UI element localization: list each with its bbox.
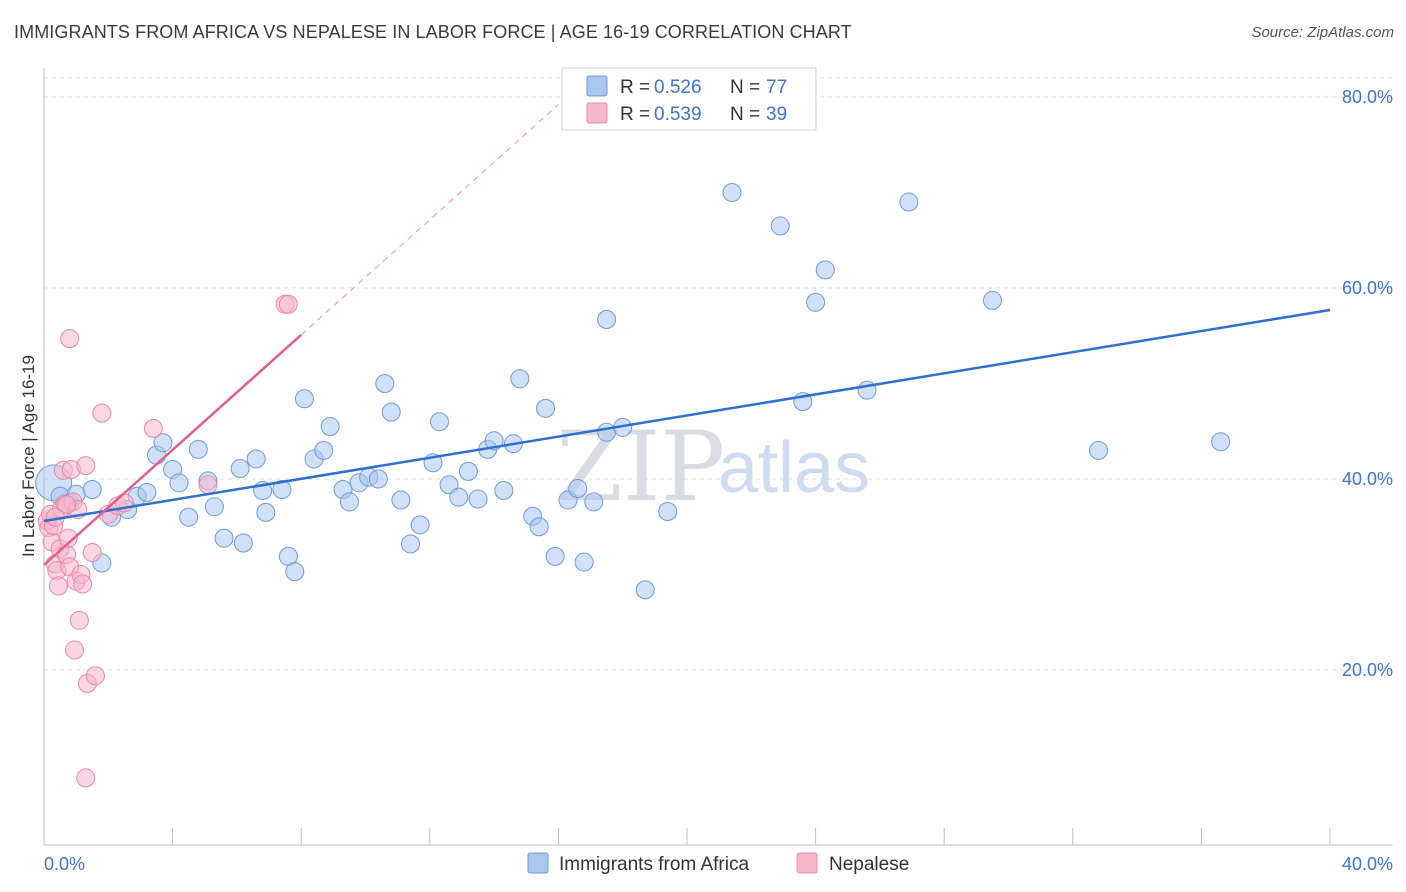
bottom-legend: Immigrants from Africa Nepalese — [527, 852, 909, 875]
africa-point — [770, 216, 790, 236]
watermark-zip: ZIP — [556, 411, 725, 523]
nepalese-point — [57, 495, 77, 515]
nepalese-point — [58, 528, 78, 548]
africa-point — [410, 515, 430, 535]
y-axis-label: In Labor Force | Age 16-19 — [19, 355, 38, 557]
africa-point — [494, 480, 514, 500]
legend-africa-n-label: N = — [730, 77, 760, 98]
africa-point — [545, 546, 565, 566]
africa-point — [368, 469, 388, 489]
africa-trend-line — [43, 308, 1331, 523]
legend-africa-r-label: R = — [620, 77, 650, 98]
africa-point — [375, 374, 395, 393]
watermark-atlas: atlas — [718, 428, 870, 508]
africa-point — [510, 369, 530, 389]
x-tick-marks — [43, 828, 1331, 845]
legend-swatch-nepalese — [586, 102, 608, 124]
nepalese-point — [278, 294, 298, 314]
nepalese-point — [69, 610, 89, 630]
y-tick-label-20: 20.0% — [1342, 660, 1393, 680]
legend-nepalese-n-value: 39 — [766, 104, 787, 125]
africa-point — [529, 517, 549, 537]
x-tick-label-min: 0.0% — [44, 854, 85, 874]
africa-point — [320, 416, 340, 436]
y-tick-label-80: 80.0% — [1342, 87, 1393, 107]
legend-africa-r-value: 0.526 — [654, 77, 702, 98]
africa-point — [233, 533, 253, 553]
africa-point — [285, 562, 305, 582]
africa-point — [391, 490, 411, 510]
chart-source: Source: ZipAtlas.com — [1251, 24, 1394, 41]
nepalese-point — [76, 456, 96, 476]
africa-point — [214, 528, 234, 548]
y-tick-label-60: 60.0% — [1342, 278, 1393, 298]
africa-point — [899, 192, 919, 212]
africa-point — [1211, 432, 1231, 452]
legend-nepalese-r-value: 0.539 — [654, 104, 702, 125]
y-tick-labels: 20.0% 40.0% 60.0% 80.0% — [1342, 87, 1393, 680]
nepalese-point — [76, 768, 96, 788]
nepalese-point — [65, 640, 85, 660]
africa-point — [597, 422, 617, 442]
grid-lines — [44, 77, 1393, 671]
africa-point — [272, 480, 292, 500]
africa-point — [722, 183, 742, 202]
africa-point — [574, 552, 594, 572]
africa-point — [449, 487, 469, 507]
africa-points — [35, 183, 1231, 600]
nepalese-point — [73, 574, 93, 594]
africa-point — [153, 433, 173, 453]
africa-point — [806, 292, 826, 312]
nepalese-trend-line — [43, 333, 303, 566]
nepalese-point — [82, 543, 102, 563]
nepalese-point — [48, 576, 68, 596]
nepalese-points — [37, 294, 298, 788]
nepalese-point — [92, 403, 112, 423]
bottom-legend-africa-label: Immigrants from Africa — [559, 854, 749, 875]
nepalese-point — [143, 418, 163, 438]
legend-nepalese-n-label: N = — [730, 104, 760, 125]
africa-point — [188, 439, 208, 459]
nepalese-point — [85, 666, 105, 686]
nepalese-point — [60, 329, 80, 349]
africa-point — [381, 402, 401, 422]
bottom-legend-nepalese-label: Nepalese — [829, 854, 909, 875]
africa-point — [256, 502, 276, 522]
bottom-legend-swatch-africa — [527, 852, 549, 874]
africa-point — [982, 290, 1002, 310]
africa-point — [584, 492, 604, 512]
africa-point — [635, 580, 655, 600]
africa-point — [536, 398, 556, 418]
africa-point — [1089, 440, 1109, 460]
africa-point — [137, 482, 157, 502]
africa-point — [458, 461, 478, 481]
legend-box: R = 0.526 N = 77 R = 0.539 N = 39 — [561, 67, 817, 131]
africa-point — [815, 260, 835, 280]
africa-point — [568, 479, 588, 499]
nepalese-point — [198, 475, 218, 495]
africa-point — [429, 412, 449, 432]
africa-point — [401, 534, 421, 554]
y-tick-label-40: 40.0% — [1342, 469, 1393, 489]
legend-swatch-africa — [586, 75, 608, 97]
africa-point — [169, 473, 189, 493]
africa-point — [468, 489, 488, 509]
africa-point — [597, 310, 617, 330]
x-tick-label-max: 40.0% — [1342, 854, 1393, 874]
africa-point — [658, 501, 678, 521]
legend-nepalese-r-label: R = — [620, 104, 650, 125]
africa-point — [204, 497, 224, 517]
nepalese-trend-extension — [300, 104, 559, 336]
africa-point — [314, 440, 334, 460]
africa-point — [339, 492, 359, 512]
chart-title: IMMIGRANTS FROM AFRICA VS NEPALESE IN LA… — [14, 22, 852, 42]
africa-point — [179, 507, 199, 527]
africa-point — [230, 458, 250, 478]
africa-point — [246, 449, 266, 469]
bottom-legend-swatch-nepalese — [796, 852, 818, 874]
africa-point — [82, 480, 102, 500]
legend-africa-n-value: 77 — [766, 77, 787, 98]
africa-point — [294, 389, 314, 409]
